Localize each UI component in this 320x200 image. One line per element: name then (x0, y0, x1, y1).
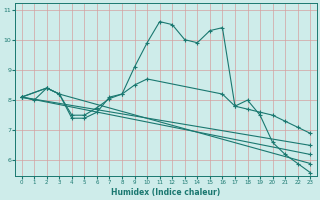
X-axis label: Humidex (Indice chaleur): Humidex (Indice chaleur) (111, 188, 220, 197)
